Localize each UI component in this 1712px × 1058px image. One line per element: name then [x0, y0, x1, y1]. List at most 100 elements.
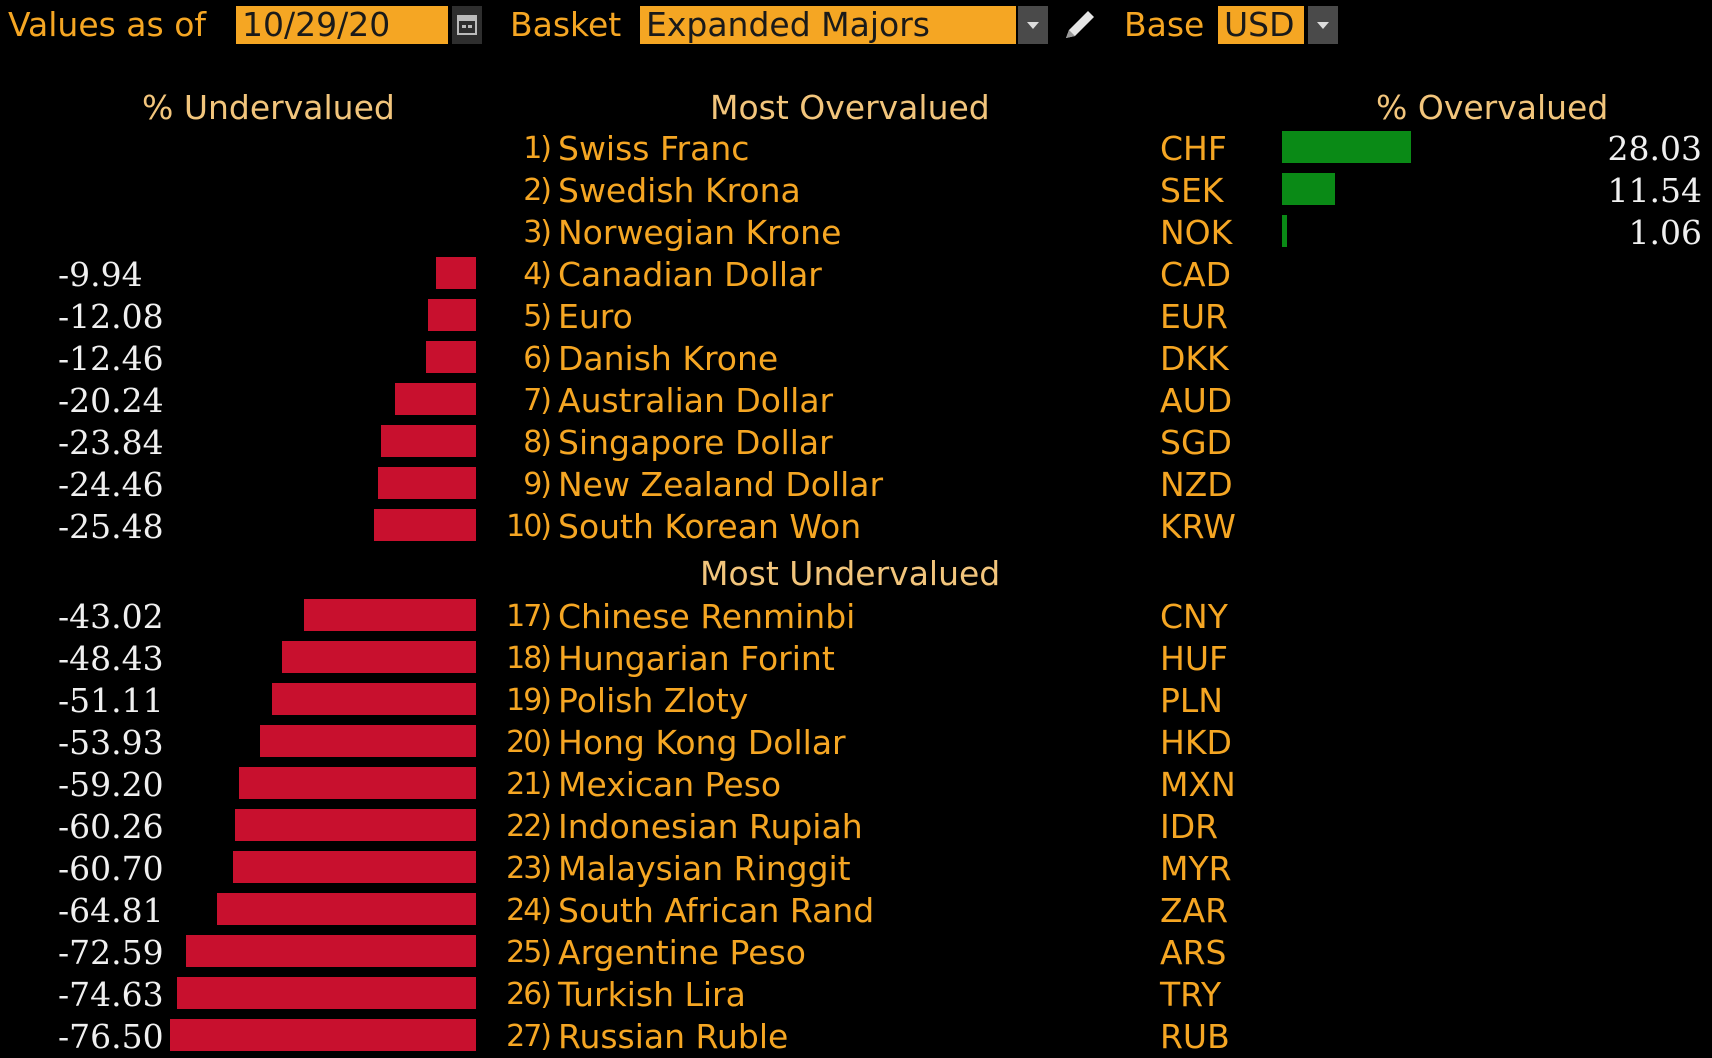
currency-name[interactable]: Indonesian Rupiah: [558, 807, 863, 846]
currency-name[interactable]: New Zealand Dollar: [558, 465, 884, 504]
currency-row-hkd[interactable]: -53.93 20) Hong Kong Dollar HKD: [0, 722, 1712, 764]
currency-name[interactable]: Polish Zloty: [558, 681, 749, 720]
currency-row-pln[interactable]: -51.11 19) Polish Zloty PLN: [0, 680, 1712, 722]
currency-name[interactable]: Hong Kong Dollar: [558, 723, 846, 762]
basket-label: Basket: [510, 5, 622, 44]
basket-chevron-down-icon[interactable]: [1018, 6, 1048, 44]
currency-row-myr[interactable]: -60.70 23) Malaysian Ringgit MYR: [0, 848, 1712, 890]
rank-number: 4): [523, 257, 552, 292]
currency-name[interactable]: Mexican Peso: [558, 765, 782, 804]
currency-name[interactable]: Norwegian Krone: [558, 213, 842, 252]
currency-row-nok[interactable]: 1.06 3) Norwegian Krone NOK: [0, 212, 1712, 254]
currency-name[interactable]: Danish Krone: [558, 339, 779, 378]
currency-name[interactable]: Malaysian Ringgit: [558, 849, 851, 888]
undervalued-value: -23.84: [58, 423, 164, 462]
undervalued-bar: [260, 725, 476, 757]
currency-row-aud[interactable]: -20.24 7) Australian Dollar AUD: [0, 380, 1712, 422]
currency-name[interactable]: South African Rand: [558, 891, 875, 930]
undervalued-value: -48.43: [58, 639, 164, 678]
currency-row-chf[interactable]: 28.03 1) Swiss Franc CHF: [0, 128, 1712, 170]
currency-code: HUF: [1160, 639, 1228, 678]
currency-name[interactable]: Swedish Krona: [558, 171, 801, 210]
rank-number: 5): [523, 299, 552, 334]
currency-row-sek[interactable]: 11.54 2) Swedish Krona SEK: [0, 170, 1712, 212]
undervalued-value: -59.20: [58, 765, 164, 804]
currency-row-krw[interactable]: -25.48 10) South Korean Won KRW: [0, 506, 1712, 548]
currency-row-zar[interactable]: -64.81 24) South African Rand ZAR: [0, 890, 1712, 932]
rank-number: 1): [523, 131, 552, 166]
currency-row-cny[interactable]: -43.02 17) Chinese Renminbi CNY: [0, 596, 1712, 638]
values-as-of-label: Values as of: [8, 5, 207, 44]
pencil-icon[interactable]: [1058, 6, 1100, 44]
currency-row-ars[interactable]: -72.59 25) Argentine Peso ARS: [0, 932, 1712, 974]
undervalued-bar: [233, 851, 476, 883]
base-select[interactable]: USD: [1218, 6, 1304, 44]
currency-row-huf[interactable]: -48.43 18) Hungarian Forint HUF: [0, 638, 1712, 680]
currency-name[interactable]: Singapore Dollar: [558, 423, 833, 462]
currency-row-sgd[interactable]: -23.84 8) Singapore Dollar SGD: [0, 422, 1712, 464]
currency-code: CNY: [1160, 597, 1228, 636]
currency-name[interactable]: Australian Dollar: [558, 381, 834, 420]
currency-row-rub[interactable]: -76.50 27) Russian Ruble RUB: [0, 1016, 1712, 1058]
calendar-icon[interactable]: [452, 6, 482, 44]
toolbar: Values as of 10/29/20 Basket Expanded Ma…: [0, 0, 1712, 50]
undervalued-bar: [428, 299, 476, 331]
undervalued-bar: [304, 599, 476, 631]
currency-name[interactable]: Chinese Renminbi: [558, 597, 856, 636]
undervalued-value: -64.81: [58, 891, 164, 930]
rank-number: 3): [523, 215, 552, 250]
undervalued-value: -9.94: [58, 255, 143, 294]
overvalued-bar: [1282, 131, 1411, 163]
rank-number: 22): [506, 809, 552, 844]
base-label: Base: [1124, 5, 1205, 44]
rank-number: 21): [506, 767, 552, 802]
basket-select[interactable]: Expanded Majors: [640, 6, 1016, 44]
currency-row-idr[interactable]: -60.26 22) Indonesian Rupiah IDR: [0, 806, 1712, 848]
currency-name[interactable]: Argentine Peso: [558, 933, 806, 972]
currency-code: MXN: [1160, 765, 1236, 804]
currency-name[interactable]: Hungarian Forint: [558, 639, 835, 678]
undervalued-bar: [426, 341, 476, 373]
rank-number: 2): [523, 173, 552, 208]
undervalued-bar: [436, 257, 476, 289]
currency-name[interactable]: Euro: [558, 297, 633, 336]
currency-row-eur[interactable]: -12.08 5) Euro EUR: [0, 296, 1712, 338]
undervalued-value: -74.63: [58, 975, 164, 1014]
currency-name[interactable]: Canadian Dollar: [558, 255, 822, 294]
rank-number: 24): [506, 893, 552, 928]
rank-number: 25): [506, 935, 552, 970]
overvalued-header: % Overvalued: [1376, 88, 1609, 127]
currency-name[interactable]: South Korean Won: [558, 507, 862, 546]
currency-code: MYR: [1160, 849, 1232, 888]
currency-name[interactable]: Russian Ruble: [558, 1017, 789, 1056]
currency-name[interactable]: Swiss Franc: [558, 129, 750, 168]
currency-code: DKK: [1160, 339, 1229, 378]
currency-code: TRY: [1160, 975, 1222, 1014]
currency-row-mxn[interactable]: -59.20 21) Mexican Peso MXN: [0, 764, 1712, 806]
undervalued-bar: [272, 683, 476, 715]
undervalued-value: -60.26: [58, 807, 164, 846]
rank-number: 23): [506, 851, 552, 886]
rank-number: 17): [506, 599, 552, 634]
currency-name[interactable]: Turkish Lira: [558, 975, 746, 1014]
base-chevron-down-icon[interactable]: [1308, 6, 1338, 44]
most-undervalued-header: Most Undervalued: [700, 554, 1001, 593]
currency-row-nzd[interactable]: -24.46 9) New Zealand Dollar NZD: [0, 464, 1712, 506]
rank-number: 19): [506, 683, 552, 718]
currency-row-dkk[interactable]: -12.46 6) Danish Krone DKK: [0, 338, 1712, 380]
undervalued-bar: [217, 893, 476, 925]
rank-number: 18): [506, 641, 552, 676]
rank-number: 26): [506, 977, 552, 1012]
currency-code: NOK: [1160, 213, 1233, 252]
currency-row-cad[interactable]: -9.94 4) Canadian Dollar CAD: [0, 254, 1712, 296]
undervalued-bar: [378, 467, 476, 499]
overvalued-value: 1.06: [1628, 213, 1702, 252]
rank-number: 10): [506, 509, 552, 544]
overvalued-bar: [1282, 173, 1335, 205]
undervalued-value: -12.46: [58, 339, 164, 378]
undervalued-value: -43.02: [58, 597, 164, 636]
date-input[interactable]: 10/29/20: [236, 6, 448, 44]
undervalued-value: -60.70: [58, 849, 164, 888]
currency-row-try[interactable]: -74.63 26) Turkish Lira TRY: [0, 974, 1712, 1016]
undervalued-value: -72.59: [58, 933, 164, 972]
